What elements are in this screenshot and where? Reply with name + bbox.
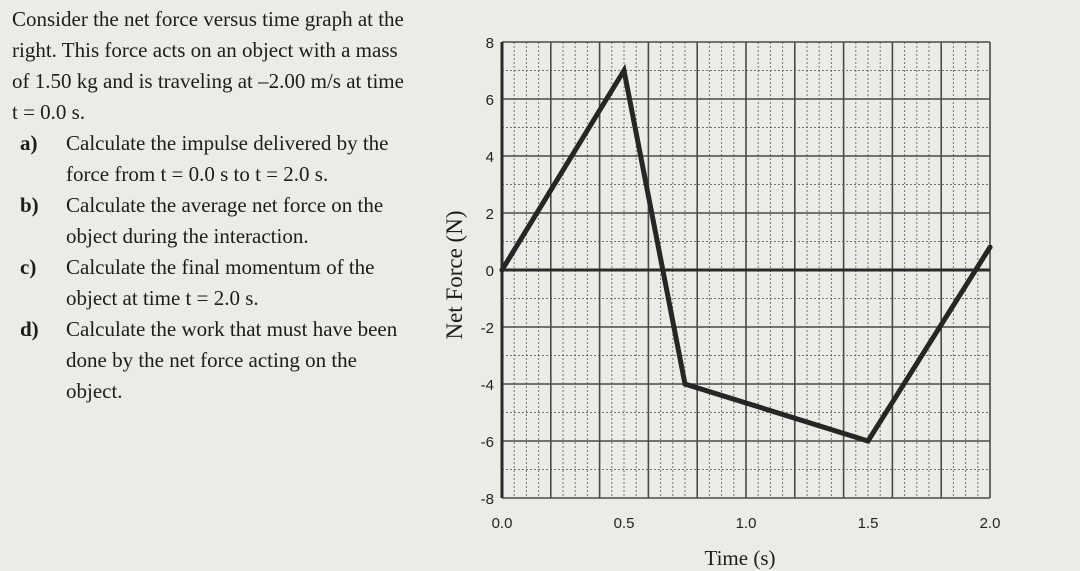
- question-d: d) Calculate the work that must have been…: [20, 314, 412, 407]
- x-tick-label: 0.5: [614, 515, 635, 532]
- y-tick-label: 0: [486, 263, 494, 280]
- data-point: [499, 267, 505, 273]
- y-tick-label: -8: [481, 491, 494, 508]
- y-tick-label: 8: [486, 35, 494, 52]
- y-tick-label: -2: [481, 320, 494, 337]
- question-b-label: b): [20, 193, 39, 217]
- problem-intro: Consider the net force versus time graph…: [12, 7, 404, 124]
- question-a: a) Calculate the impulse delivered by the…: [20, 128, 412, 190]
- question-list: a) Calculate the impulse delivered by the…: [12, 128, 412, 407]
- question-b: b) Calculate the average net force on the…: [20, 190, 412, 252]
- series-layer: [499, 63, 993, 444]
- question-c: c) Calculate the final momentum of the ob…: [20, 252, 412, 314]
- x-tick-label: 2.0: [980, 515, 1001, 532]
- data-point: [865, 438, 871, 444]
- x-tick-labels: 0.0 0.5 1.0 1.5 2.0: [492, 515, 1001, 532]
- y-tick-label: -4: [481, 377, 494, 394]
- question-d-label: d): [20, 317, 39, 341]
- question-c-text: Calculate the final momentum of the obje…: [66, 255, 375, 310]
- data-point: [621, 68, 627, 73]
- y-tick-labels: 8 6 4 2 0 -2 -4 -6 -8: [481, 35, 494, 508]
- y-tick-label: -6: [481, 434, 494, 451]
- x-axis-label: Time (s): [704, 546, 776, 570]
- data-point: [987, 244, 993, 250]
- y-tick-label: 4: [486, 149, 494, 166]
- question-c-label: c): [20, 255, 37, 279]
- question-a-label: a): [20, 131, 38, 155]
- y-tick-label: 6: [486, 92, 494, 109]
- x-tick-label: 0.0: [492, 515, 513, 532]
- question-b-text: Calculate the average net force on the o…: [66, 193, 384, 248]
- x-tick-label: 1.0: [736, 515, 757, 532]
- question-d-text: Calculate the work that must have been d…: [66, 317, 398, 403]
- question-a-text: Calculate the impulse delivered by the f…: [66, 131, 389, 186]
- problem-statement: Consider the net force versus time graph…: [12, 4, 412, 407]
- y-tick-label: 2: [486, 206, 494, 223]
- data-point: [682, 381, 688, 387]
- x-tick-label: 1.5: [858, 515, 879, 532]
